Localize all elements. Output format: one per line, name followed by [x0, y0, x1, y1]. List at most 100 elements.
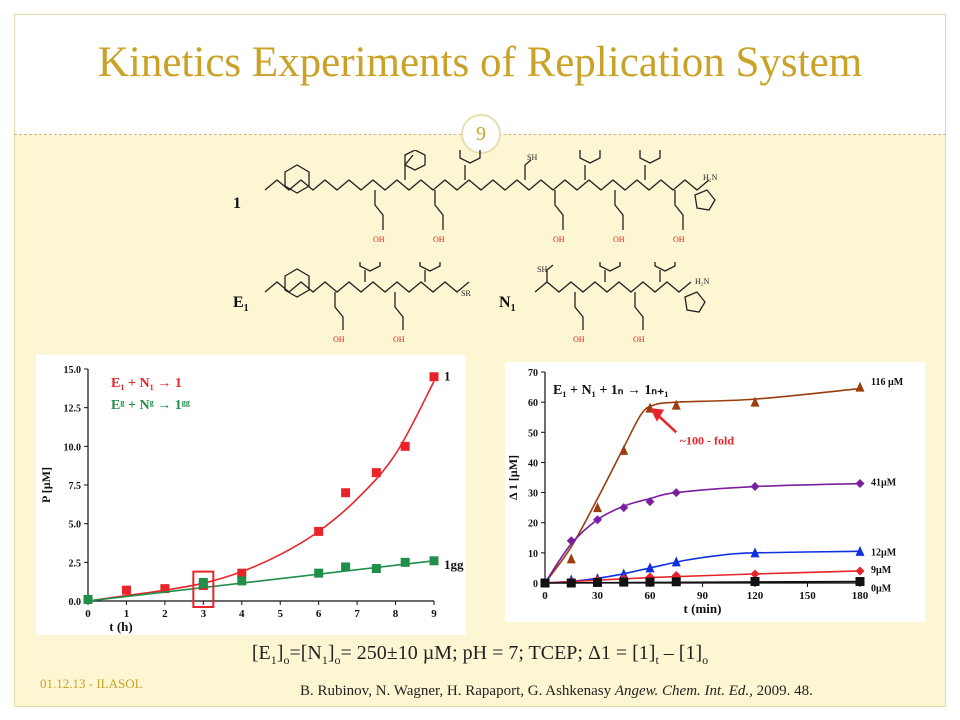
chart-axes: 0 1 2 3 4 5 6 7 8 9 0.0 2.5 5.0 7.5 10.0 12.5 15.0 t (h) P…	[39, 365, 437, 634]
svg-text:OH: OH	[613, 235, 625, 244]
fit-line	[87, 380, 435, 602]
data-point	[121, 585, 131, 595]
n1-amide-label: H₂N	[695, 277, 710, 286]
y-tick-label: 10.0	[64, 442, 82, 453]
data-point	[619, 577, 629, 587]
peptide-1-structure: 1 OH OH OH OH OH SH H₂N	[233, 150, 718, 244]
data-point	[619, 503, 629, 513]
x-axis-label: t (h)	[109, 619, 132, 634]
legend: E₁ + N₁ → 1 Eᵍ + Nᵍ → 1ᵍᵍ	[111, 376, 191, 413]
series-41m	[540, 479, 865, 588]
svg-text:OH: OH	[433, 235, 445, 244]
data-point	[855, 576, 865, 586]
x-tick-label: 30	[592, 590, 604, 602]
structure-label-1: 1	[233, 195, 241, 212]
n1-sh-label: SH	[537, 265, 547, 274]
experimental-conditions: [E1]o=[N1]o= 250±10 µM; pH = 7; TCEP; Δ1…	[251, 642, 709, 667]
data-point	[855, 479, 865, 489]
fit-line	[544, 482, 861, 584]
series-116m	[540, 381, 865, 588]
data-point	[314, 526, 324, 536]
footer-date: 01.12.13 - ILASOL	[40, 676, 143, 691]
data-point	[855, 381, 865, 392]
data-point	[645, 577, 655, 587]
acid-groups-1: OH OH OH OH OH	[373, 235, 685, 244]
fit-line	[87, 559, 435, 602]
structure-label-e1: E1	[233, 294, 249, 314]
chart-title: E₁ + N₁ + 1ₙ → 1ₙ₊₁	[553, 383, 669, 398]
y-axis-label: P [µM]	[39, 467, 53, 503]
data-point	[237, 576, 247, 586]
backbone-n1	[534, 262, 706, 330]
delta-vs-time-chart: 0 30 60 90 120 150 180 0 10 20 30 40 50 60 70 t (min) Δ …	[505, 362, 925, 622]
data-point	[671, 570, 681, 580]
x-axis-label: t (min)	[684, 601, 722, 616]
y-tick-label: 50	[528, 428, 538, 439]
y-tick-label: 30	[528, 489, 538, 500]
data-point	[671, 577, 681, 587]
x-tick-label: 0	[85, 608, 91, 620]
data-point	[540, 578, 550, 588]
amide-label: H₂N	[703, 173, 718, 182]
fit-line	[544, 570, 861, 584]
data-point	[750, 569, 760, 579]
structure-label-n1: N1	[499, 294, 516, 314]
data-point	[855, 566, 865, 576]
data-point	[645, 497, 655, 507]
legend-entry: Eᵍ + Nᵍ → 1ᵍᵍ	[111, 398, 191, 413]
data-point	[429, 372, 439, 382]
highlight-box	[192, 570, 215, 608]
page-number: 9	[461, 114, 501, 154]
x-tick-label: 8	[393, 608, 399, 620]
series-label: 0µM	[871, 583, 892, 594]
series-end-label: 1gg	[444, 557, 464, 572]
sr-label: SR	[461, 289, 471, 298]
fit-line	[544, 387, 861, 584]
svg-text:OH: OH	[373, 235, 385, 244]
data-point	[160, 584, 170, 594]
x-tick-label: 4	[239, 608, 245, 620]
slide-title: Kinetics Experiments of Replication Syst…	[97, 39, 863, 86]
data-point	[619, 568, 629, 579]
data-point	[593, 515, 602, 525]
svg-text:OH: OH	[553, 235, 565, 244]
data-point	[750, 576, 760, 586]
data-point	[855, 545, 865, 556]
data-point	[400, 441, 410, 451]
data-point	[593, 577, 602, 587]
data-point	[341, 562, 351, 572]
x-tick-label: 60	[645, 590, 657, 602]
data-point	[671, 488, 681, 498]
legend-entry: E₁ + N₁ → 1	[111, 376, 182, 391]
y-tick-label: 10	[528, 549, 538, 560]
x-tick-label: 7	[354, 608, 360, 620]
annotation-text: ~100 - fold	[680, 433, 735, 447]
data-point	[371, 564, 381, 574]
y-tick-label: 0	[533, 579, 538, 590]
series-label: 9µM	[871, 565, 892, 576]
data-point	[671, 399, 681, 410]
svg-text:OH: OH	[333, 335, 345, 344]
series-label: 12µM	[871, 547, 897, 558]
data-point	[671, 556, 681, 567]
y-tick-label: 40	[528, 458, 538, 469]
data-point	[566, 578, 576, 588]
y-tick-label: 60	[528, 398, 538, 409]
x-tick-label: 0	[542, 590, 548, 602]
y-tick-label: 2.5	[69, 558, 82, 569]
y-tick-label: 0.0	[69, 597, 82, 608]
x-tick-label: 6	[316, 608, 322, 620]
x-tick-label: 3	[201, 608, 207, 620]
data-point	[750, 482, 760, 492]
data-point	[645, 562, 655, 573]
x-tick-label: 90	[697, 590, 709, 602]
citation: B. Rubinov, N. Wagner, H. Rapaport, G. A…	[300, 683, 813, 699]
y-tick-label: 15.0	[64, 365, 82, 376]
fragment-e1-structure: E1 OH OH SR	[233, 262, 471, 344]
acid-groups-e1: OH OH	[333, 335, 405, 344]
data-point	[400, 557, 410, 567]
acid-groups-n1: OH OH	[573, 335, 645, 344]
data-point	[83, 594, 93, 604]
backbone-1	[264, 150, 716, 230]
